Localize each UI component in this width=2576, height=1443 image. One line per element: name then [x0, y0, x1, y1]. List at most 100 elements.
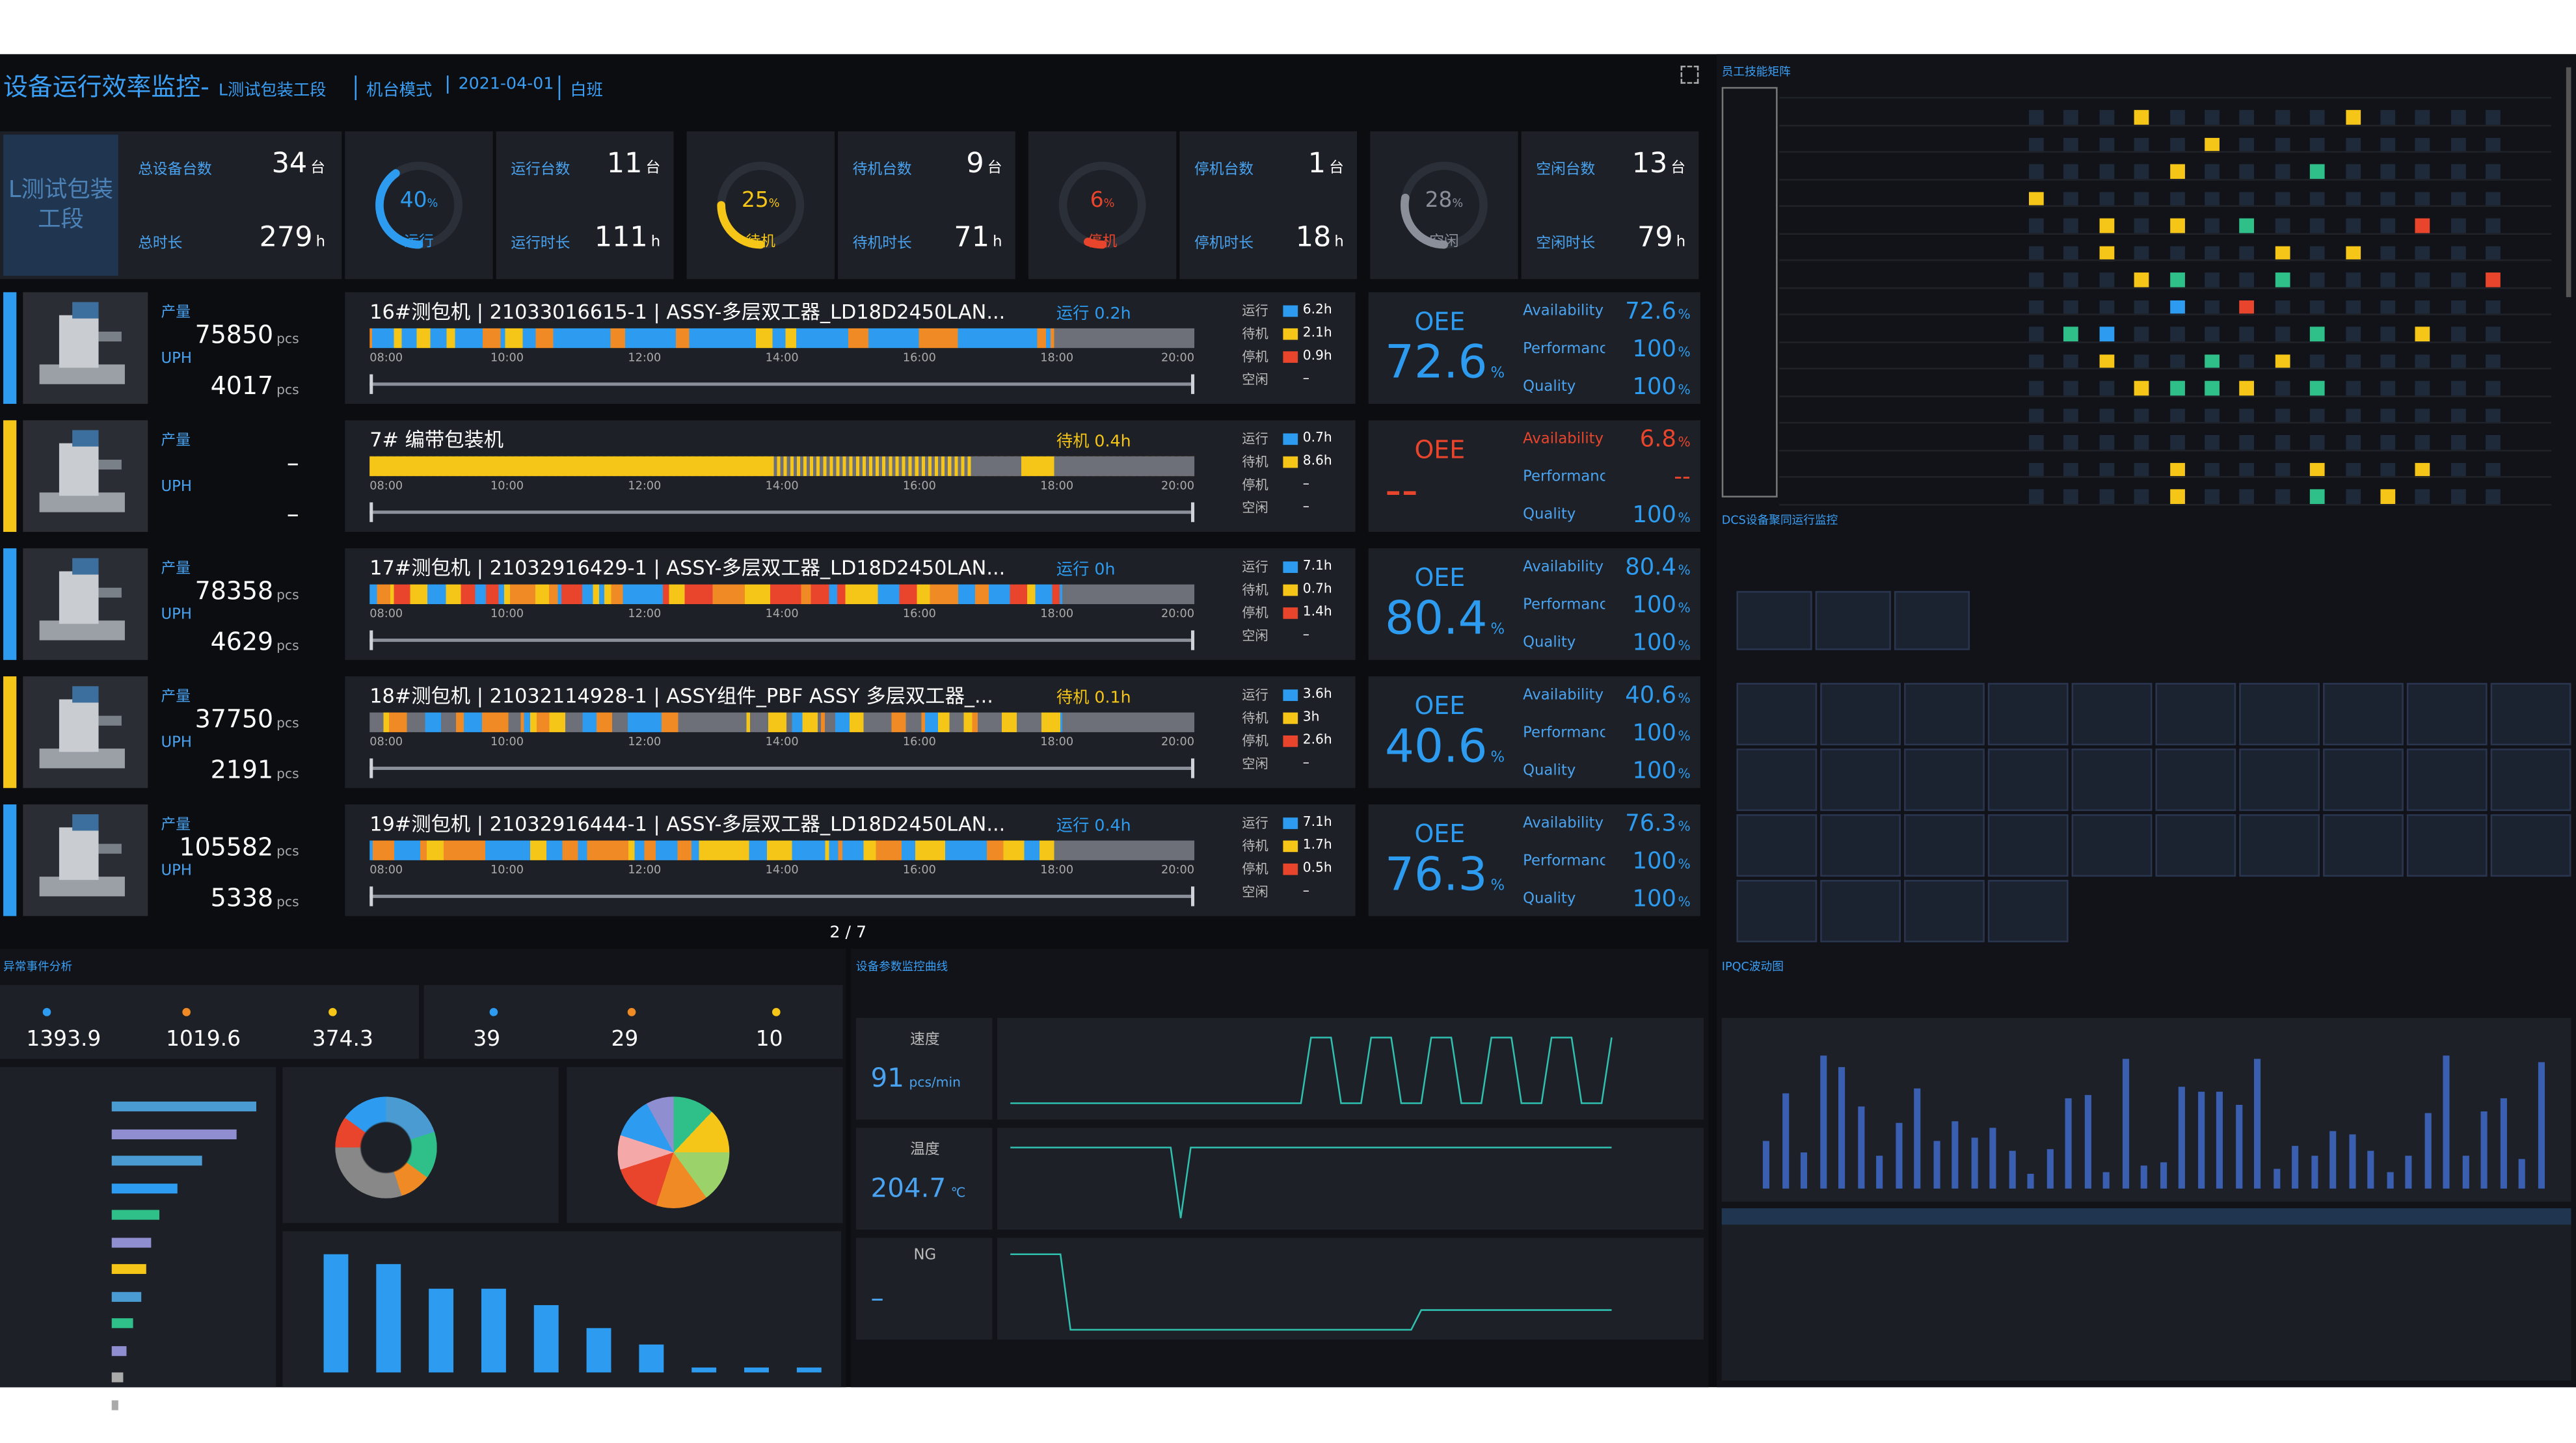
- current-state: 运行 0.2h: [1056, 305, 1131, 324]
- current-state: 运行 0h: [1056, 561, 1116, 580]
- skill-cell: [2345, 462, 2361, 477]
- state-legend-swatch: [1283, 433, 1298, 445]
- oee-unit: %: [1490, 622, 1505, 639]
- decor-bar: [2027, 1174, 2034, 1189]
- metric-number: 100: [1632, 336, 1676, 363]
- state-label: 运行时长: [511, 236, 570, 253]
- skill-cell: [2415, 137, 2431, 152]
- state-legend-value: 7.1h: [1302, 814, 1332, 829]
- decor-bar: [2348, 1135, 2355, 1189]
- skill-cell: [2099, 191, 2114, 206]
- state-legend-value: 8.6h: [1302, 453, 1332, 468]
- uph-unit: pcs: [276, 766, 299, 782]
- uph-number: 4017: [210, 371, 274, 401]
- state-value: 111 h: [595, 222, 660, 254]
- metric-number: 100: [1632, 502, 1676, 529]
- metric-number: 6.8: [1639, 427, 1676, 453]
- time-label: 10:00: [490, 607, 524, 621]
- panel-title: IPQC波动图: [1721, 960, 1784, 974]
- event-stat: 39: [473, 1027, 501, 1053]
- skill-cell: [2099, 354, 2114, 369]
- param-cell: [855, 1128, 993, 1230]
- metric-value: 100%: [1632, 375, 1690, 401]
- decor-bar: [2008, 1151, 2015, 1189]
- skills-row-line: [1779, 367, 2552, 370]
- decor-bar: [2292, 1145, 2299, 1189]
- uph-value: 4629 pcs: [211, 627, 299, 656]
- output-label: 产量: [161, 689, 191, 706]
- metric-label: Performanc: [1523, 597, 1605, 615]
- skill-cell: [2345, 272, 2361, 287]
- oee-number: 40.6: [1384, 719, 1488, 774]
- skill-cell: [2240, 462, 2255, 477]
- metric-value: --: [1674, 464, 1691, 490]
- skill-cell: [2064, 408, 2079, 423]
- metric-label: Quality: [1523, 635, 1576, 652]
- skill-cell: [2380, 380, 2396, 396]
- dcs-card: [2239, 748, 2320, 812]
- uph-number: 4629: [210, 627, 274, 657]
- slider-track: [369, 894, 1195, 898]
- event-stat: 1019.6: [166, 1027, 241, 1053]
- decor-bar: [796, 1367, 822, 1373]
- time-label: 12:00: [628, 479, 662, 493]
- skill-cell: [2310, 299, 2326, 315]
- output-number: 37750: [195, 704, 274, 734]
- skill-cell: [2134, 137, 2149, 152]
- decor-bar: [111, 1210, 160, 1220]
- uph-value: 5338 pcs: [211, 883, 299, 912]
- skill-cell: [2486, 462, 2501, 477]
- skill-cell: [2064, 434, 2079, 450]
- slider-handle: [369, 374, 373, 394]
- time-label: 10:00: [490, 351, 524, 365]
- skill-cell: [2310, 272, 2326, 287]
- skill-cell: [2028, 137, 2044, 152]
- time-label: 18:00: [1040, 351, 1074, 365]
- timeline-panel: 17#测包机 | 21032916429-1 | ASSY-多层双工器_LD18…: [345, 548, 1356, 660]
- skill-cell: [2415, 191, 2431, 206]
- skill-cell: [2310, 462, 2326, 477]
- skill-cell: [2486, 218, 2501, 233]
- state-number: 18: [1295, 221, 1332, 255]
- skill-cell: [2345, 434, 2361, 450]
- skill-cell: [2064, 191, 2079, 206]
- skill-cell: [2064, 354, 2079, 369]
- param-chart: [997, 1018, 1704, 1120]
- skill-cell: [2169, 408, 2184, 423]
- state-legend-label: 空闲: [1242, 884, 1268, 900]
- skill-cell: [2415, 354, 2431, 369]
- decor-bar: [2386, 1171, 2393, 1189]
- state-unit: 台: [1329, 161, 1344, 178]
- decor-bar: [2537, 1062, 2544, 1189]
- machine-head: [72, 430, 99, 447]
- chart-panel: [0, 1066, 276, 1388]
- oee-panel: OEE 40.6% Availability 40.6% Performanc 100% Q…: [1368, 676, 1700, 788]
- stat-box: [423, 985, 843, 1059]
- skill-cell: [2064, 489, 2079, 505]
- table-header: [1721, 1208, 2571, 1225]
- output-number: 78358: [195, 576, 274, 606]
- skill-cell: [2240, 245, 2255, 261]
- decor-bar: [1876, 1156, 1883, 1189]
- decor-bar: [2443, 1055, 2450, 1189]
- skill-cell: [2380, 164, 2396, 179]
- uph-number: –: [286, 499, 299, 529]
- param-number: –: [870, 1282, 884, 1314]
- slider-handle: [1190, 886, 1195, 907]
- skill-cell: [2099, 110, 2114, 125]
- skill-cell: [2240, 434, 2255, 450]
- skill-cell: [2310, 191, 2326, 206]
- skill-cell: [2380, 245, 2396, 261]
- decor-bar: [691, 1367, 717, 1373]
- chart-panel: [282, 1231, 842, 1388]
- machine-title: 17#测包机 | 21032916429-1 | ASSY-多层双工器_LD18…: [369, 556, 1006, 580]
- skill-cell: [2028, 299, 2044, 315]
- skill-cell: [2380, 408, 2396, 423]
- gauge-percent-value: 25: [742, 187, 769, 212]
- dcs-card: [1904, 814, 1985, 877]
- machine-title: 7# 编带包装机: [369, 428, 504, 452]
- skills-row-line: [1779, 421, 2552, 424]
- state-legend-value: 0.5h: [1302, 860, 1332, 875]
- skill-cell: [2134, 191, 2149, 206]
- skill-cell: [2415, 326, 2431, 342]
